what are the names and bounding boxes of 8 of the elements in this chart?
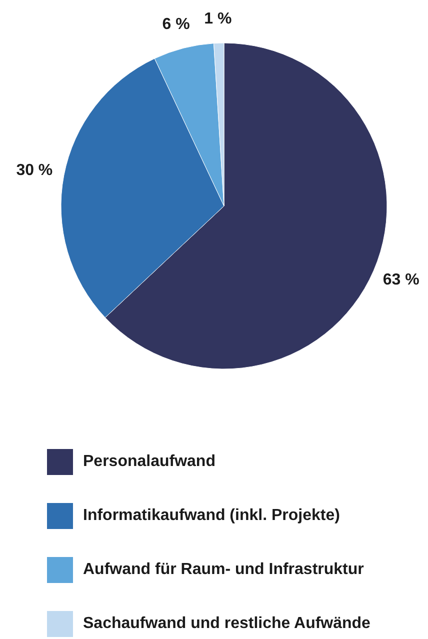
data-label: 1 % [204,10,232,28]
legend-label: Personalaufwand [83,453,216,470]
legend-label: Informatikaufwand (inkl. Projekte) [83,507,340,524]
data-label: 6 % [162,16,190,34]
legend-label: Sachaufwand und restliche Aufwände [83,615,371,632]
legend-label: Aufwand für Raum- und Infrastruktur [83,561,364,578]
data-label: 63 % [382,271,420,288]
data-label: 30 % [16,162,53,180]
